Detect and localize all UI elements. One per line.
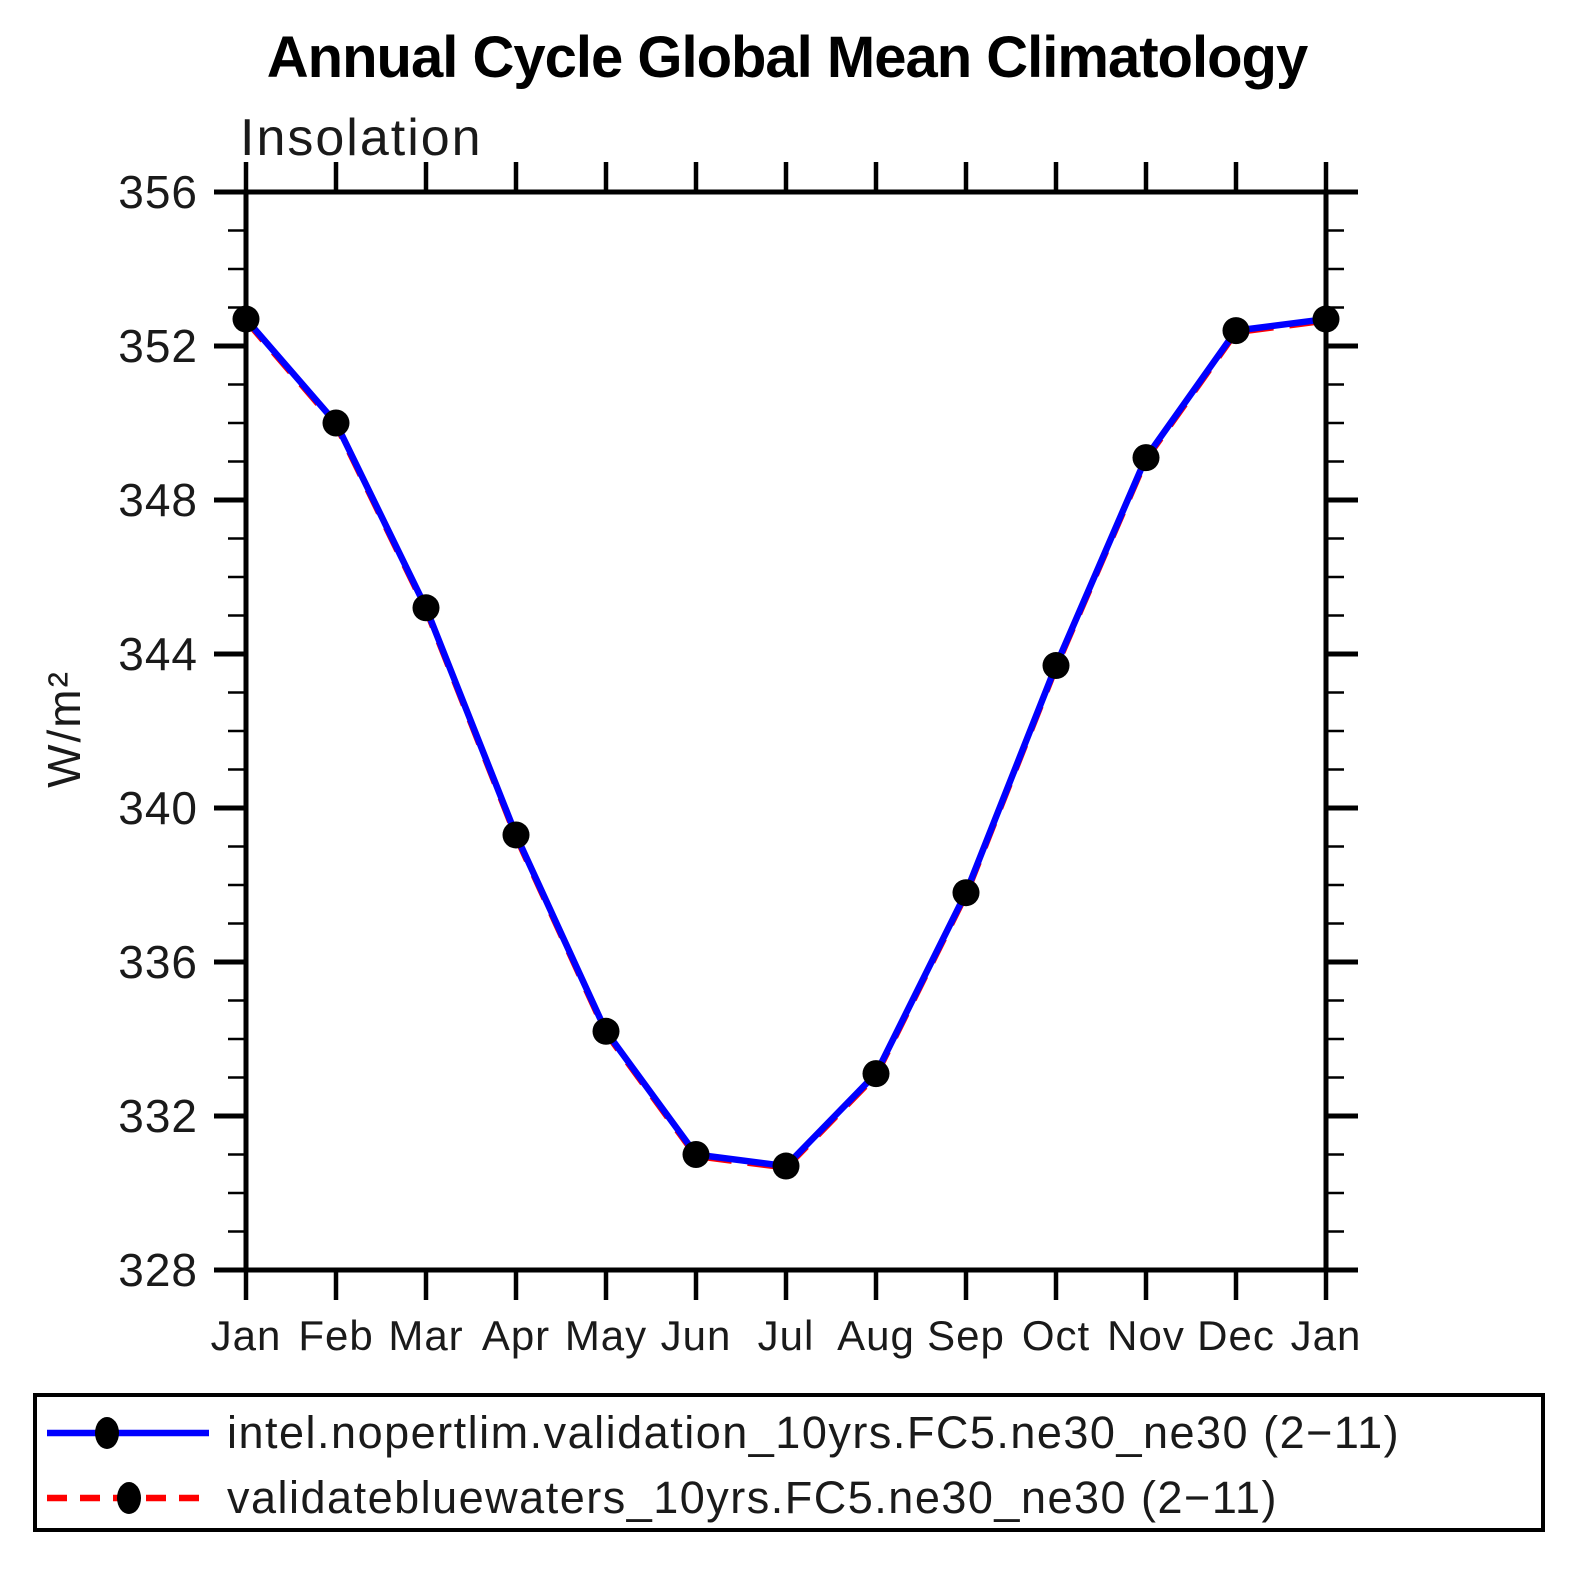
y-tick-label: 352: [118, 320, 198, 372]
chart-title: Annual Cycle Global Mean Climatology: [266, 25, 1308, 90]
y-tick-label: 344: [118, 628, 198, 680]
legend-box: intel.nopertlim.validation_10yrs.FC5.ne3…: [33, 1393, 1545, 1532]
x-tick-label: Jun: [661, 1312, 732, 1359]
y-tick-label: 348: [118, 474, 198, 526]
data-point-marker: [1132, 444, 1160, 472]
x-tick-label: May: [565, 1312, 647, 1359]
series-line-intel-nopertlim: [242, 315, 1330, 1170]
data-point-markers: [232, 305, 1340, 1180]
y-tick-label: 332: [118, 1090, 198, 1142]
legend-label: intel.nopertlim.validation_10yrs.FC5.ne3…: [227, 1407, 1401, 1458]
x-axis-ticks: [243, 162, 1329, 1300]
y-tick-label: 356: [118, 166, 198, 218]
legend-line-sample-solid-blue: [47, 1417, 209, 1449]
data-point-marker: [1042, 652, 1070, 680]
data-point-marker: [862, 1060, 890, 1088]
data-point-marker: [682, 1141, 710, 1168]
x-axis-tick-labels: Jan Feb Mar Apr May Jun Jul Aug Sep Oct Nov Dec Jan: [211, 1312, 1362, 1359]
x-tick-label: Mar: [388, 1312, 463, 1359]
axes: Jan Feb Mar Apr May Jun Jul Aug Sep Oct Nov Dec Jan 3…: [118, 162, 1362, 1359]
y-tick-label: 336: [118, 936, 198, 988]
x-tick-label: Apr: [482, 1312, 550, 1359]
legend-sample-marker: [95, 1417, 119, 1449]
data-point-marker: [232, 305, 260, 333]
x-tick-label: Oct: [1022, 1312, 1090, 1359]
data-point-marker: [412, 594, 440, 622]
legend-row: validatebluewaters_10yrs.FC5.ne30_ne30 (…: [45, 1472, 1279, 1523]
x-tick-label: Dec: [1197, 1312, 1275, 1359]
data-point-marker: [502, 821, 530, 849]
data-point-marker: [322, 409, 350, 437]
data-point-marker: [952, 879, 980, 907]
plot-area: Jan Feb Mar Apr May Jun Jul Aug Sep Oct Nov Dec Jan 3…: [118, 162, 1362, 1359]
data-point-marker: [1312, 305, 1340, 333]
y-axis-ticks: [214, 189, 1358, 1273]
series-line-validatebluewaters: [243, 317, 1327, 1171]
y-tick-label: 328: [118, 1244, 198, 1296]
legend-label: validatebluewaters_10yrs.FC5.ne30_ne30 (…: [227, 1472, 1279, 1523]
plot-subtitle: Insolation: [240, 109, 483, 167]
legend-line-sample-dashed-red: [47, 1482, 209, 1514]
x-tick-label: Aug: [837, 1312, 915, 1359]
y-tick-label: 340: [118, 782, 198, 834]
x-tick-label: Jul: [758, 1312, 815, 1359]
data-point-marker: [772, 1152, 800, 1180]
legend-sample-marker: [117, 1482, 141, 1514]
legend-row: intel.nopertlim.validation_10yrs.FC5.ne3…: [45, 1407, 1401, 1458]
data-point-marker: [592, 1017, 620, 1045]
y-axis-tick-labels: 328 332 336 340 344 348 352 356: [118, 166, 198, 1296]
x-tick-label: Feb: [298, 1312, 373, 1359]
data-point-marker: [1222, 317, 1250, 345]
x-tick-label: Jan: [1291, 1312, 1362, 1359]
x-tick-label: Nov: [1107, 1312, 1185, 1359]
x-tick-label: Sep: [927, 1312, 1005, 1359]
x-tick-label: Jan: [211, 1312, 282, 1359]
